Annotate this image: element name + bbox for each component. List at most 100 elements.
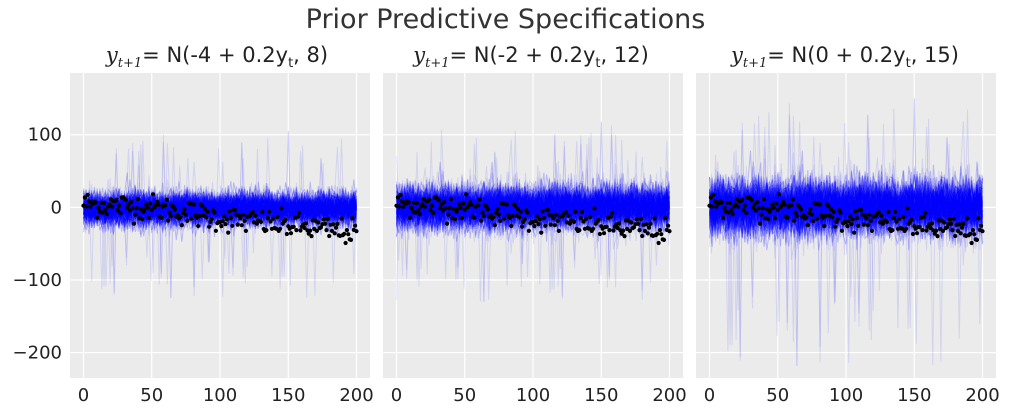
observed-point [207, 224, 212, 229]
prior-draw-line [709, 164, 983, 240]
observed-point [923, 210, 928, 215]
observed-point [485, 207, 491, 212]
prior-draw-line [709, 185, 983, 240]
observed-point [830, 215, 835, 220]
observed-point [556, 228, 562, 233]
observed-point [645, 231, 650, 236]
prior-draw-line [709, 175, 983, 247]
observed-point [100, 210, 105, 215]
observed-point [581, 219, 586, 224]
observed-point [476, 203, 481, 208]
observed-point [185, 218, 190, 223]
prior-draw-line [396, 178, 670, 234]
prior-draw-line [709, 136, 983, 311]
prior-draw-line [709, 112, 983, 329]
observed-point [831, 209, 836, 215]
prior-draw-line [709, 172, 983, 239]
observed-point [82, 195, 87, 200]
prior-draw-line [709, 165, 983, 348]
observed-point [417, 212, 422, 217]
prior-draw-line [83, 186, 357, 288]
observed-point [957, 222, 962, 227]
observed-point [901, 214, 906, 220]
observed-point [596, 217, 601, 222]
observed-point [495, 207, 500, 212]
prior-draw-line [396, 181, 670, 236]
observed-point [332, 231, 337, 236]
observed-point [627, 228, 633, 233]
observed-point [622, 234, 627, 239]
observed-point [958, 231, 963, 236]
observed-point [578, 216, 583, 221]
observed-point [974, 237, 980, 242]
prior-draw-line [709, 172, 983, 251]
prior-draw-line [709, 174, 983, 240]
prior-draw-line [396, 185, 670, 233]
prior-draw-line [709, 170, 983, 247]
prior-draw-line [83, 190, 357, 228]
observed-point [808, 207, 813, 212]
observed-point [951, 216, 956, 221]
prior-draw-line [83, 189, 357, 238]
prior-draw-line [83, 157, 357, 297]
observed-point [178, 215, 183, 220]
observed-point [548, 222, 553, 227]
observed-point [115, 208, 120, 213]
observed-point [947, 217, 952, 222]
prior-draw-line [83, 162, 357, 278]
observed-point [543, 223, 548, 228]
prior-draw-line [83, 192, 357, 230]
prior-draw-line [396, 130, 670, 287]
observed-point [659, 232, 664, 237]
observed-point [838, 210, 843, 215]
prior-draw-line [709, 118, 983, 344]
prior-draw-line [83, 185, 357, 276]
observed-point [794, 214, 800, 219]
x-tick-label: 100 [203, 385, 237, 406]
prior-draw-line [396, 184, 670, 228]
panel-3-sub2: t [905, 56, 911, 72]
observed-point [235, 222, 240, 227]
observed-point [970, 228, 976, 233]
observed-point [858, 207, 864, 213]
observed-point [782, 202, 787, 207]
observed-point [835, 217, 840, 222]
observed-point [793, 210, 798, 215]
prior-draw-line [396, 189, 670, 234]
prior-draw-line [396, 179, 670, 233]
prior-draw-line [396, 180, 670, 238]
prior-draw-line [396, 185, 670, 233]
observed-point [491, 215, 496, 220]
prior-draw-line [396, 185, 670, 233]
observed-point [164, 197, 169, 202]
prior-draw-line [709, 174, 983, 237]
prior-draw-line [709, 172, 983, 239]
observed-point [327, 233, 332, 239]
observed-point [444, 221, 450, 226]
observed-point [343, 240, 348, 246]
prior-draw-line [709, 181, 983, 245]
observed-point [130, 206, 135, 211]
observed-point [134, 206, 139, 211]
prior-draw-line [709, 174, 983, 240]
prior-draw-line [709, 150, 983, 245]
observed-point [848, 214, 853, 219]
observed-series [707, 192, 985, 246]
observed-point [316, 220, 321, 225]
prior-draw-line [396, 141, 670, 301]
observed-point [708, 195, 714, 200]
prior-draw-line [83, 185, 357, 235]
observed-point [536, 222, 541, 227]
prior-draw-spike [865, 114, 871, 208]
observed-point [979, 223, 984, 228]
observed-point [914, 231, 920, 236]
observed-point [729, 208, 734, 213]
prior-draw-spike [552, 134, 558, 208]
observed-point [636, 221, 641, 226]
observed-point [656, 240, 661, 246]
observed-point [663, 216, 668, 221]
prior-draw-line [83, 188, 357, 228]
observed-point [513, 204, 518, 209]
observed-point [239, 223, 244, 228]
